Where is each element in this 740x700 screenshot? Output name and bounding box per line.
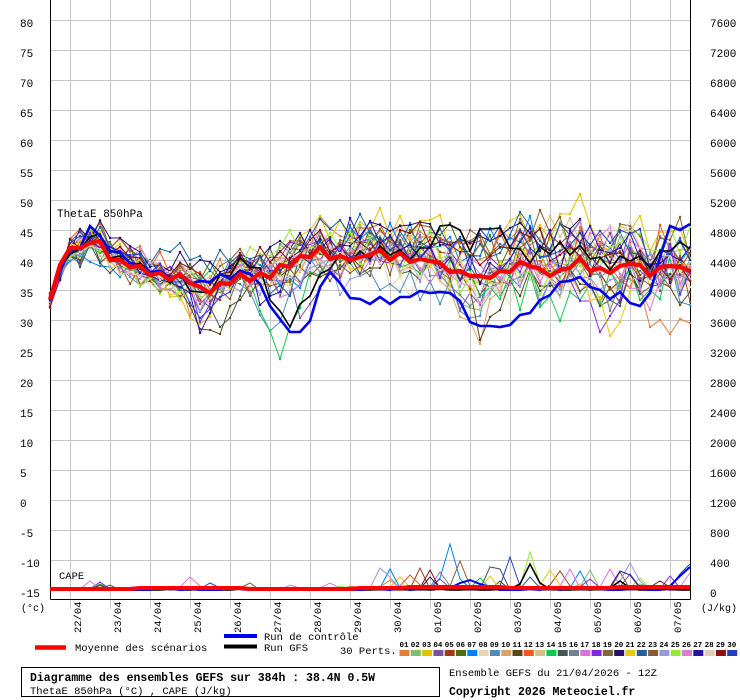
svg-text:24/04: 24/04 (153, 601, 165, 633)
svg-text:-5: -5 (20, 529, 33, 541)
svg-text:11: 11 (513, 642, 523, 650)
svg-text:ThetaE 850hPa: ThetaE 850hPa (57, 209, 143, 221)
svg-text:03: 03 (422, 642, 432, 650)
svg-text:29/04: 29/04 (353, 601, 365, 633)
svg-text:25: 25 (20, 349, 33, 361)
svg-text:2000: 2000 (710, 439, 736, 451)
svg-text:70: 70 (20, 79, 33, 91)
svg-text:24: 24 (659, 642, 669, 650)
svg-text:5600: 5600 (710, 169, 736, 181)
svg-text:55: 55 (20, 169, 33, 181)
svg-text:0: 0 (710, 589, 717, 601)
svg-text:03/05: 03/05 (513, 601, 525, 633)
svg-text:Run GFS: Run GFS (264, 643, 308, 655)
svg-text:-15: -15 (20, 589, 40, 601)
svg-text:65: 65 (20, 109, 33, 121)
svg-text:15: 15 (558, 642, 568, 650)
svg-text:400: 400 (710, 559, 730, 571)
svg-text:27: 27 (693, 642, 702, 650)
svg-text:27/04: 27/04 (273, 601, 285, 633)
svg-text:06: 06 (456, 642, 466, 650)
svg-text:(°c): (°c) (21, 603, 45, 615)
svg-text:Moyenne des scénarios: Moyenne des scénarios (75, 643, 207, 655)
svg-text:17: 17 (580, 642, 589, 650)
svg-text:05/05: 05/05 (593, 601, 605, 633)
svg-text:26: 26 (682, 642, 692, 650)
svg-text:CAPE: CAPE (59, 571, 84, 583)
svg-text:06/05: 06/05 (633, 601, 645, 633)
svg-text:-10: -10 (20, 559, 40, 571)
svg-text:02: 02 (411, 642, 421, 650)
svg-text:3200: 3200 (710, 349, 736, 361)
svg-text:20: 20 (614, 642, 624, 650)
svg-text:80: 80 (20, 19, 33, 31)
svg-text:05: 05 (445, 642, 455, 650)
svg-text:26/04: 26/04 (233, 601, 245, 633)
svg-text:5: 5 (20, 469, 27, 481)
svg-text:2400: 2400 (710, 409, 736, 421)
svg-text:01: 01 (400, 642, 410, 650)
svg-text:ThetaE 850hPa (°C) , CAPE (J/k: ThetaE 850hPa (°C) , CAPE (J/kg) (30, 686, 232, 698)
svg-text:4000: 4000 (710, 289, 736, 301)
svg-text:30: 30 (727, 642, 737, 650)
svg-text:04: 04 (433, 642, 443, 650)
svg-text:16: 16 (569, 642, 579, 650)
svg-text:35: 35 (20, 289, 33, 301)
svg-text:Copyright 2026 Meteociel.fr: Copyright 2026 Meteociel.fr (449, 686, 635, 699)
svg-text:29: 29 (716, 642, 726, 650)
svg-text:25: 25 (671, 642, 681, 650)
svg-text:12: 12 (524, 642, 534, 650)
svg-text:Diagramme des ensembles GEFS s: Diagramme des ensembles GEFS sur 384h : … (30, 672, 375, 685)
svg-text:(J/kg): (J/kg) (701, 603, 737, 615)
svg-text:13: 13 (535, 642, 545, 650)
svg-text:10: 10 (501, 642, 511, 650)
svg-text:60: 60 (20, 139, 33, 151)
svg-text:2800: 2800 (710, 379, 736, 391)
svg-text:6400: 6400 (710, 109, 736, 121)
svg-text:7200: 7200 (710, 49, 736, 61)
svg-text:0: 0 (20, 499, 27, 511)
svg-text:28/04: 28/04 (313, 601, 325, 633)
svg-text:19: 19 (603, 642, 613, 650)
svg-text:45: 45 (20, 229, 33, 241)
svg-text:23: 23 (648, 642, 658, 650)
svg-text:7600: 7600 (710, 19, 736, 31)
svg-text:30/04: 30/04 (393, 601, 405, 633)
svg-text:02/05: 02/05 (473, 601, 485, 633)
svg-text:6000: 6000 (710, 139, 736, 151)
svg-text:22: 22 (637, 642, 647, 650)
svg-text:Ensemble GEFS du 21/04/2026 -: Ensemble GEFS du 21/04/2026 - 12Z (449, 668, 657, 680)
svg-text:6800: 6800 (710, 79, 736, 91)
svg-text:30: 30 (20, 319, 33, 331)
svg-text:18: 18 (592, 642, 602, 650)
svg-text:800: 800 (710, 529, 730, 541)
svg-text:08: 08 (479, 642, 489, 650)
svg-text:4400: 4400 (710, 259, 736, 271)
svg-text:07: 07 (467, 642, 476, 650)
svg-text:5200: 5200 (710, 199, 736, 211)
svg-text:3600: 3600 (710, 319, 736, 331)
svg-text:30 Perts.: 30 Perts. (340, 646, 397, 658)
svg-text:22/04: 22/04 (73, 601, 85, 633)
svg-text:Run de contrôle: Run de contrôle (264, 632, 359, 644)
svg-text:23/04: 23/04 (113, 601, 125, 633)
svg-text:21: 21 (626, 642, 636, 650)
svg-text:09: 09 (490, 642, 500, 650)
svg-text:28: 28 (705, 642, 715, 650)
svg-text:1200: 1200 (710, 499, 736, 511)
svg-text:01/05: 01/05 (433, 601, 445, 633)
svg-text:1600: 1600 (710, 469, 736, 481)
svg-text:14: 14 (546, 642, 556, 650)
svg-text:50: 50 (20, 199, 33, 211)
svg-text:15: 15 (20, 409, 33, 421)
svg-text:75: 75 (20, 49, 33, 61)
svg-text:4800: 4800 (710, 229, 736, 241)
svg-text:10: 10 (20, 439, 33, 451)
svg-text:40: 40 (20, 259, 33, 271)
svg-text:25/04: 25/04 (193, 601, 205, 633)
svg-text:04/05: 04/05 (553, 601, 565, 633)
svg-text:20: 20 (20, 379, 33, 391)
svg-text:07/05: 07/05 (673, 601, 685, 633)
